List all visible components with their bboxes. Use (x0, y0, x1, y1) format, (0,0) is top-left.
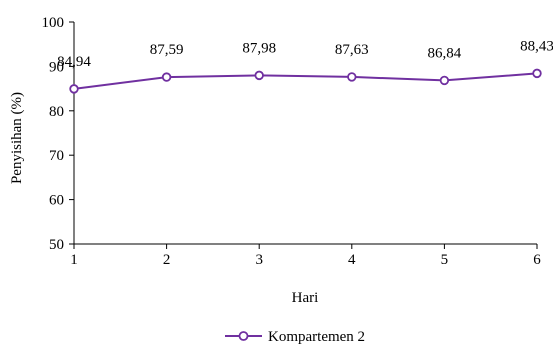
series-layer (69, 68, 542, 94)
series-line (73, 72, 538, 90)
x-tick-label: 1 (70, 252, 78, 268)
x-tick-label: 2 (163, 252, 171, 268)
data-point (69, 84, 79, 94)
data-label: 88,43 (520, 38, 553, 54)
legend-marker-icon (238, 331, 249, 341)
y-axis-title: Penyisihan (%) (9, 92, 25, 184)
data-label: 84,94 (57, 54, 91, 70)
data-label: 87,63 (335, 42, 369, 58)
y-tick-label: 50 (49, 237, 64, 253)
y-tick-label: 60 (49, 193, 64, 209)
y-tick-label: 90 (49, 59, 64, 75)
data-point (347, 72, 357, 82)
data-point (532, 68, 542, 79)
x-axis-ticks: 1 2 3 4 5 6 (70, 244, 541, 268)
y-tick-label: 80 (49, 104, 64, 120)
data-label: 87,98 (242, 40, 276, 56)
x-tick-label: 3 (255, 252, 263, 268)
y-axis-ticks: 50 60 70 80 90 100 (42, 15, 74, 253)
x-tick-label: 5 (441, 252, 449, 268)
data-label: 87,59 (150, 42, 184, 58)
x-axis-title: Hari (292, 290, 319, 306)
y-tick-label: 70 (49, 148, 64, 164)
data-point (161, 72, 172, 82)
data-point (439, 75, 450, 86)
legend: Kompartemen 2 (225, 329, 365, 345)
y-tick-label: 100 (42, 15, 65, 31)
legend-label: Kompartemen 2 (268, 329, 365, 345)
data-point (254, 70, 264, 81)
data-label: 86,84 (428, 45, 462, 61)
x-tick-label: 6 (533, 252, 541, 268)
data-labels: 84,94 87,59 87,98 87,63 86,84 88,43 (57, 38, 553, 69)
x-tick-label: 4 (348, 252, 356, 268)
